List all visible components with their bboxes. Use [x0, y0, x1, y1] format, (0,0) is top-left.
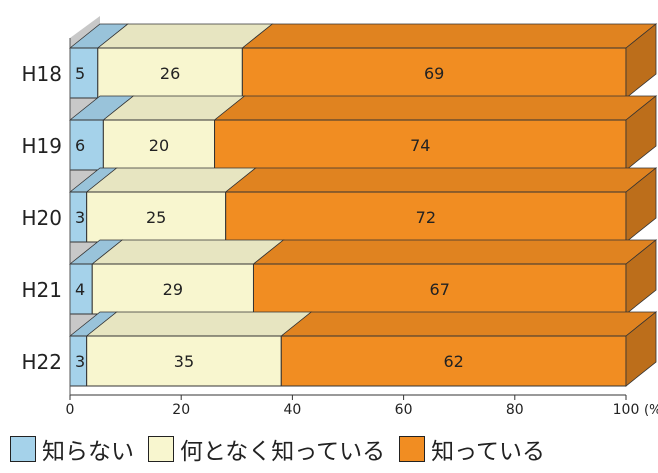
data-label-H19-s1: 20: [149, 136, 169, 155]
stacked-bar-chart: 5 26 69 6 20 74 3 25 72 4 29 67 3 35 62 0 20 40 60 80 100 (%…: [22, 16, 658, 418]
bar-H22-s2: [280, 335, 627, 387]
legend: 知らない 何となく知っている 知っている: [10, 431, 650, 467]
bar-H18-s0: [69, 47, 99, 99]
category-label-H20: H20: [22, 206, 63, 230]
legend-swatch-shitteiru: [399, 436, 426, 462]
category-labels: H18 H19 H20 H21 H22: [22, 62, 63, 374]
data-label-H18-s0: 5: [75, 64, 85, 83]
bar-group-H20: 3 25 72: [68, 167, 658, 243]
data-label-H18-s2: 69: [424, 64, 444, 83]
category-label-H19: H19: [22, 134, 63, 158]
data-label-H22-s2: 62: [443, 352, 463, 371]
bar-H21-s1: [91, 263, 254, 315]
bar-side-H19: [625, 95, 657, 171]
bar-H18-s2: [241, 47, 627, 99]
bar-side-H20: [625, 167, 657, 243]
legend-label-shiranai: 知らない: [42, 439, 134, 465]
category-label-H18: H18: [22, 62, 63, 86]
bar-top-H18-s1: [96, 23, 274, 49]
bar-group-H22: 3 35 62: [68, 311, 658, 387]
bar-H21-s2: [252, 263, 627, 315]
bar-group-H19: 6 20 74: [68, 95, 658, 171]
legend-swatch-shiranai: [10, 436, 36, 462]
bar-H19-s1: [102, 119, 216, 171]
data-label-H22-s0: 3: [75, 352, 85, 371]
x-tick-label-80: 80: [506, 402, 524, 418]
x-tick-label-20: 20: [172, 402, 190, 418]
data-label-H19-s0: 6: [75, 136, 85, 155]
legend-item-shitteiru: 知っている: [399, 432, 545, 466]
legend-label-nantonaku: 何となく知っている: [180, 439, 386, 465]
bar-side-H21: [625, 239, 657, 315]
data-label-H21-s1: 29: [163, 280, 183, 299]
category-label-H21: H21: [22, 278, 63, 302]
bar-group-H18: 5 26 69: [68, 23, 658, 99]
legend-item-nantonaku: 何となく知っている: [148, 432, 385, 466]
x-tick-label-0: 0: [66, 402, 75, 418]
legend-label-shitteiru: 知っている: [431, 439, 546, 465]
bar-H18-s1: [97, 47, 243, 99]
legend-item-shiranai: 知らない: [10, 432, 134, 466]
x-tick-label-100: 100: [613, 402, 640, 418]
x-axis-unit: (%): [644, 403, 658, 418]
bar-H20-s2: [225, 191, 627, 243]
x-tick-label-60: 60: [395, 402, 413, 418]
bar-top-H21-s2: [252, 239, 658, 265]
data-label-H21-s2: 67: [430, 280, 450, 299]
bar-top-H20-s2: [224, 167, 658, 193]
bar-top-H21-s1: [91, 239, 285, 265]
data-label-H19-s2: 74: [410, 136, 430, 155]
bars-group: 5 26 69 6 20 74 3 25 72 4 29 67 3 35 62: [68, 23, 658, 387]
x-axis: 0 20 40 60 80 100 (%): [66, 38, 658, 418]
x-tick-label-40: 40: [283, 402, 301, 418]
data-label-H22-s1: 35: [174, 352, 194, 371]
bar-top-H22-s2: [280, 311, 658, 337]
bar-H19-s2: [214, 119, 627, 171]
data-label-H20-s0: 3: [75, 208, 85, 227]
legend-swatch-nantonaku: [148, 436, 174, 462]
bar-top-H22-s1: [85, 311, 313, 337]
data-label-H18-s1: 26: [160, 64, 180, 83]
category-label-H22: H22: [22, 350, 63, 374]
data-label-H21-s0: 4: [75, 280, 85, 299]
bar-H20-s1: [86, 191, 227, 243]
data-label-H20-s2: 72: [416, 208, 436, 227]
bar-top-H19-s2: [213, 95, 658, 121]
bar-top-H18-s2: [241, 23, 658, 49]
bar-side-H18: [625, 23, 657, 99]
data-label-H20-s1: 25: [146, 208, 166, 227]
bar-group-H21: 4 29 67: [68, 239, 658, 315]
bar-side-H22: [625, 311, 657, 387]
